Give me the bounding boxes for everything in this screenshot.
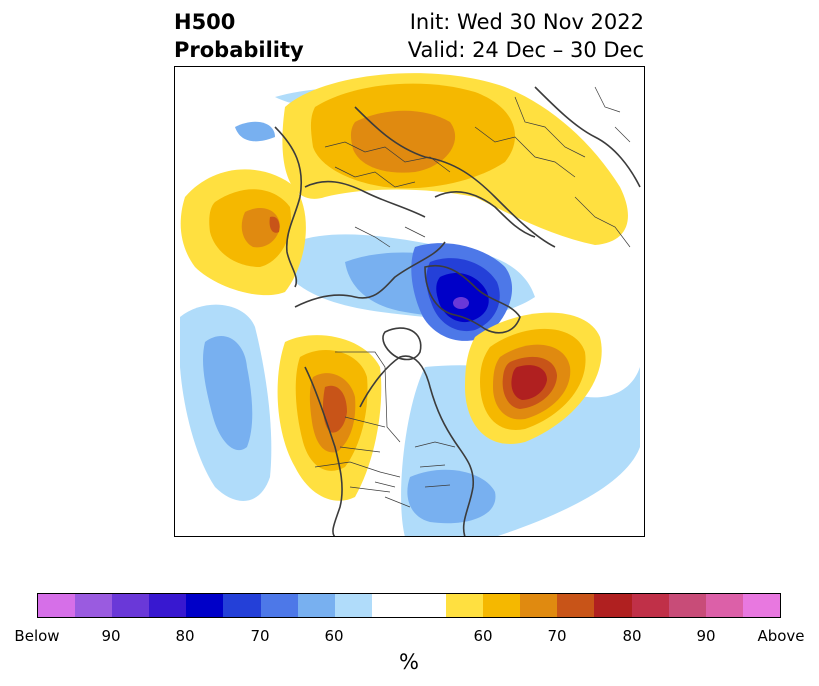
colorbar-above-segment	[668, 594, 706, 617]
colorbar-tick-label: 80	[175, 627, 195, 645]
colorbar-above-segment	[742, 594, 780, 617]
country-borders	[314, 86, 631, 508]
colorbar-tick-label: 60	[473, 627, 493, 645]
colorbar-below-segment	[186, 594, 224, 617]
colorbar-tick-label: 60	[324, 627, 344, 645]
probability-map-svg	[180, 73, 641, 536]
colorbar-neutral-segment	[371, 594, 447, 617]
colorbar-above-segment	[483, 594, 521, 617]
colorbar-below-segment	[149, 594, 187, 617]
colorbar-below-segment	[260, 594, 298, 617]
colorbar-above-segment	[557, 594, 595, 617]
chart-title-left: H500 Probability	[174, 8, 304, 64]
below-85-areas	[453, 297, 469, 309]
colorbar-above-segment	[520, 594, 558, 617]
colorbar-below-segment	[297, 594, 335, 617]
colorbar-below-segment	[75, 594, 113, 617]
above-80-areas	[511, 365, 547, 400]
colorbar-below-segment	[112, 594, 150, 617]
colorbar-below-segment	[38, 594, 76, 617]
colorbar-tick-label: 80	[622, 627, 642, 645]
colorbar-tick-label: 70	[547, 627, 567, 645]
title-quantity: Probability	[174, 38, 304, 62]
init-date-label: Init: Wed 30 Nov 2022	[409, 10, 644, 34]
coastlines	[274, 86, 641, 536]
chart-title-right: Init: Wed 30 Nov 2022 Valid: 24 Dec – 30…	[408, 8, 644, 64]
colorbar-tick-label: 70	[250, 627, 270, 645]
colorbar-unit: %	[399, 650, 419, 674]
colorbar-above-segment	[631, 594, 669, 617]
colorbar-tick-label: 90	[696, 627, 716, 645]
colorbar-tick-label: Above	[757, 627, 805, 645]
colorbar-above-segment	[594, 594, 632, 617]
colorbar-above-segment	[705, 594, 743, 617]
colorbar-below-segment	[334, 594, 372, 617]
colorbar-tick-label: 90	[101, 627, 121, 645]
colorbar-above-segment	[446, 594, 484, 617]
colorbar-tick-label: Below	[14, 627, 60, 645]
colorbar-below-segment	[223, 594, 261, 617]
probability-map	[174, 66, 645, 537]
probability-colorbar	[37, 593, 781, 618]
title-variable: H500	[174, 10, 236, 34]
valid-range-label: Valid: 24 Dec – 30 Dec	[407, 38, 644, 62]
